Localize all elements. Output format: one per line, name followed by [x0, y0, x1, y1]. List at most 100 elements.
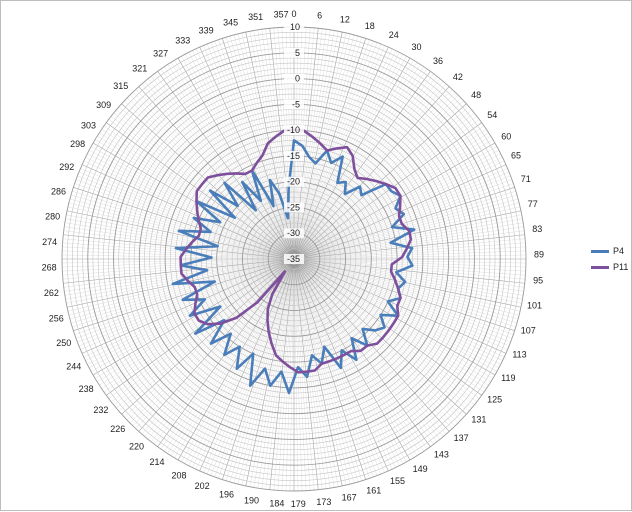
grid-ring [283, 248, 305, 270]
grid-ring [72, 37, 516, 481]
category-label: 214 [149, 457, 164, 467]
spoke-line [293, 258, 335, 488]
spoke-line [87, 153, 295, 260]
grid-ring [273, 238, 315, 280]
spoke-line [95, 258, 295, 379]
tick-label-bg [284, 22, 304, 32]
grid-ring [231, 196, 357, 322]
category-label: 24 [389, 30, 399, 40]
spoke-line [293, 238, 526, 260]
spoke-line [293, 32, 343, 260]
category-label: 286 [51, 187, 66, 197]
series-layer [171, 128, 416, 395]
spoke-line [293, 258, 516, 327]
grid-ring [262, 227, 326, 291]
grid-ring [154, 119, 434, 399]
spoke-line [68, 258, 295, 316]
spoke-line [293, 258, 519, 320]
spoke-line [293, 258, 491, 383]
spoke-line [293, 258, 431, 447]
spoke-line [293, 258, 378, 476]
spoke-line [277, 27, 295, 260]
legend-swatch-p11 [591, 265, 609, 269]
category-label: 65 [511, 151, 521, 161]
category-label: 256 [49, 313, 64, 323]
spoke-line [293, 46, 389, 260]
spoke-line [127, 97, 295, 260]
spoke-line [69, 258, 295, 320]
spoke-line [293, 56, 407, 260]
spoke-line [293, 183, 514, 260]
spoke-line [70, 194, 295, 260]
spoke-line [116, 109, 295, 260]
tick-label-bg [284, 99, 304, 110]
spoke-line [293, 48, 393, 260]
spoke-line [118, 258, 295, 412]
radial-tick-label: 5 [295, 48, 300, 58]
spoke-line [218, 258, 295, 479]
spoke-line [233, 34, 295, 260]
radial-tick-label: -5 [292, 99, 300, 109]
spoke-line [249, 258, 295, 487]
spoke-line [154, 73, 295, 260]
spoke-line [222, 38, 295, 260]
spoke-line [293, 258, 515, 331]
spoke-line [293, 258, 411, 461]
category-label: 149 [413, 464, 428, 474]
spoke-line [293, 258, 526, 272]
spoke-line [293, 139, 493, 260]
spoke-line [293, 258, 331, 489]
spoke-line [293, 258, 475, 406]
spoke-line [103, 258, 295, 393]
category-label: 131 [471, 415, 486, 425]
spoke-line [285, 258, 295, 491]
spoke-line [293, 258, 524, 296]
spoke-line [293, 258, 508, 350]
spoke-line [203, 45, 295, 260]
spoke-line [192, 50, 295, 260]
spoke-line [293, 258, 522, 304]
spoke-line [293, 71, 431, 260]
spoke-line [293, 42, 378, 260]
grid-ring [144, 109, 444, 409]
spoke-line [293, 210, 521, 260]
spoke-line [293, 258, 307, 491]
spoke-line [293, 258, 521, 312]
spoke-line [293, 258, 362, 481]
grid-ring [257, 222, 331, 296]
category-label: 351 [248, 12, 263, 22]
spoke-line [293, 68, 428, 260]
spoke-line [75, 179, 295, 260]
spoke-line [195, 258, 295, 470]
spoke-line [108, 119, 295, 260]
grid-ring [102, 67, 486, 451]
spoke-line [177, 57, 295, 260]
spoke-line [121, 258, 295, 415]
spoke-line [293, 250, 526, 260]
spoke-line [62, 242, 295, 260]
spoke-line [103, 125, 295, 260]
category-label: 303 [81, 121, 96, 131]
spoke-line [289, 258, 295, 491]
category-label: 42 [453, 72, 463, 82]
category-label: 292 [59, 162, 74, 172]
legend-item-p11: P11 [591, 259, 628, 275]
spoke-line [293, 214, 522, 260]
grid-ring [211, 176, 377, 342]
spoke-line [249, 31, 295, 260]
category-label: 36 [433, 56, 443, 66]
radial-tick-label: 0 [295, 74, 300, 84]
category-label: 95 [533, 275, 543, 285]
spoke-line [293, 81, 444, 260]
category-label: 298 [70, 139, 85, 149]
spoke-line [135, 258, 295, 429]
spoke-line [293, 258, 424, 452]
spoke-line [293, 129, 487, 260]
spoke-line [164, 258, 295, 452]
spoke-line [65, 218, 295, 260]
tick-label-bg [284, 47, 304, 58]
spoke-line [62, 258, 295, 272]
category-label: 208 [171, 470, 186, 480]
spoke-line [253, 258, 295, 488]
spoke-line [293, 258, 434, 445]
